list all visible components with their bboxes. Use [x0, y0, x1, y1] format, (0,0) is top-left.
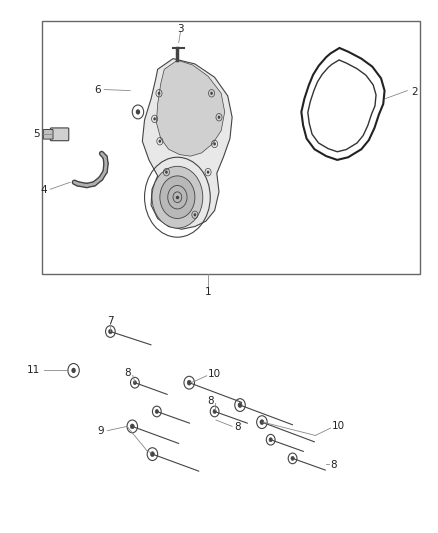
Circle shape [109, 329, 112, 334]
Circle shape [130, 424, 134, 429]
Circle shape [165, 171, 168, 174]
Circle shape [238, 402, 242, 408]
Polygon shape [142, 59, 232, 229]
Circle shape [150, 451, 155, 457]
Text: 1: 1 [205, 287, 212, 296]
Text: 8: 8 [234, 423, 241, 432]
Circle shape [260, 419, 264, 425]
Circle shape [158, 92, 160, 95]
Circle shape [136, 109, 140, 115]
Bar [42, 21, 420, 274]
Text: 8: 8 [331, 460, 337, 470]
Polygon shape [156, 60, 225, 156]
Circle shape [210, 92, 213, 95]
Circle shape [207, 171, 209, 174]
Circle shape [269, 438, 272, 442]
Text: 3: 3 [177, 24, 184, 34]
Circle shape [133, 381, 137, 385]
Circle shape [291, 456, 294, 461]
FancyBboxPatch shape [50, 128, 69, 141]
Text: 8: 8 [124, 368, 131, 378]
Circle shape [187, 380, 191, 385]
Text: 4: 4 [41, 185, 47, 195]
Circle shape [71, 368, 76, 373]
Circle shape [155, 409, 159, 414]
Circle shape [160, 176, 195, 219]
Text: 5: 5 [33, 130, 39, 139]
Circle shape [159, 140, 161, 143]
Circle shape [213, 142, 216, 146]
FancyBboxPatch shape [43, 130, 53, 139]
Text: 8: 8 [207, 396, 214, 406]
Circle shape [213, 409, 216, 414]
Text: 10: 10 [332, 422, 345, 431]
Text: 11: 11 [27, 366, 40, 375]
Text: 2: 2 [411, 87, 417, 96]
Circle shape [152, 166, 203, 228]
Circle shape [218, 116, 220, 119]
Text: 10: 10 [208, 369, 221, 379]
Text: 6: 6 [94, 85, 101, 94]
Circle shape [194, 213, 196, 216]
Text: 7: 7 [107, 316, 114, 326]
Circle shape [153, 117, 156, 120]
Text: 9: 9 [98, 426, 104, 435]
